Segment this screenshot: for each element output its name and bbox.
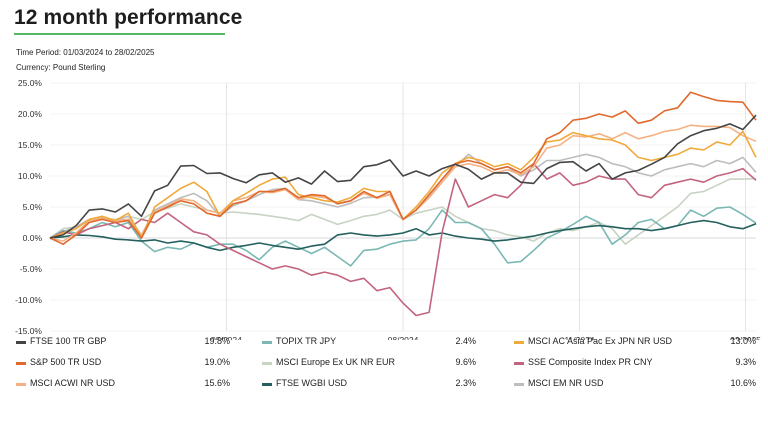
performance-line-chart: 25.0% 20.0% 15.0% 10.0% 5.0% 0.0% -5.0% -10.0% -… [15,78,761,340]
legend-swatch [16,341,26,344]
series-line-5 [49,219,757,252]
x-tick-label: 05/2024 [211,335,242,340]
legend-label: SSE Composite Index PR CNY [528,357,653,367]
legend-swatch [514,362,524,365]
series-line-3 [49,206,757,267]
y-tick-label: 0.0% [23,233,43,243]
page-title: 12 month performance [14,6,243,29]
y-tick-label: 20.0% [18,109,43,119]
legend-label: MSCI EM NR USD [528,378,604,388]
legend-value: 19.8% [204,336,230,346]
legend-label: FTSE 100 TR GBP [30,336,107,346]
legend-label: S&P 500 TR USD [30,357,102,367]
legend-label: MSCI ACWI NR USD [30,378,116,388]
legend-item: FTSE 100 TR GBP 19.8% [16,336,230,350]
legend-item: MSCI EM NR USD 10.6% [514,378,756,392]
title-underline [14,33,225,35]
time-period: Time Period: 01/03/2024 to 28/02/2025 [16,48,155,57]
x-tick-label: 11/2024 [564,335,594,340]
legend-swatch [514,383,524,386]
legend-label: TOPIX TR JPY [276,336,337,346]
series-line-7 [49,162,757,317]
legend-value: 15.6% [204,378,230,388]
legend-label: FTSE WGBI USD [276,378,348,388]
chart-legend: FTSE 100 TR GBP 19.8% TOPIX TR JPY 2.4% MSCI… [0,336,768,429]
y-tick-label: 5.0% [23,202,43,212]
legend-value: 2.4% [455,336,476,346]
legend-value: 10.6% [730,378,756,388]
legend-value: 9.3% [735,357,756,367]
y-tick-label: 15.0% [18,140,43,150]
legend-value: 13.0% [730,336,756,346]
legend-value: 2.3% [455,378,476,388]
x-tick-label: 08/2024 [388,335,419,340]
legend-swatch [262,362,272,365]
x-tick-label: 02/2025 [730,335,761,340]
legend-item: TOPIX TR JPY 2.4% [262,336,476,350]
legend-label: MSCI Europe Ex UK NR EUR [276,357,396,367]
legend-item: MSCI Europe Ex UK NR EUR 9.6% [262,357,476,371]
series-line-0 [49,114,757,239]
legend-value: 9.6% [455,357,476,367]
y-tick-label: -10.0% [15,295,42,305]
legend-swatch [16,383,26,386]
y-tick-label: 10.0% [18,171,43,181]
legend-swatch [16,362,26,365]
legend-item: MSCI AC Asia Pac Ex JPN NR USD 13.0% [514,336,756,350]
legend-item: MSCI ACWI NR USD 15.6% [16,378,230,392]
legend-swatch [262,341,272,344]
legend-label: MSCI AC Asia Pac Ex JPN NR USD [528,336,673,346]
y-tick-label: 25.0% [18,78,43,88]
series-line-1 [49,91,757,245]
legend-item: SSE Composite Index PR CNY 9.3% [514,357,756,371]
legend-item: S&P 500 TR USD 19.0% [16,357,230,371]
y-tick-label: -5.0% [20,264,43,274]
legend-value: 19.0% [204,357,230,367]
currency: Currency: Pound Sterling [16,63,106,72]
legend-swatch [262,383,272,386]
y-tick-label: -15.0% [15,326,42,336]
legend-item: FTSE WGBI USD 2.3% [262,378,476,392]
legend-swatch [514,341,524,344]
